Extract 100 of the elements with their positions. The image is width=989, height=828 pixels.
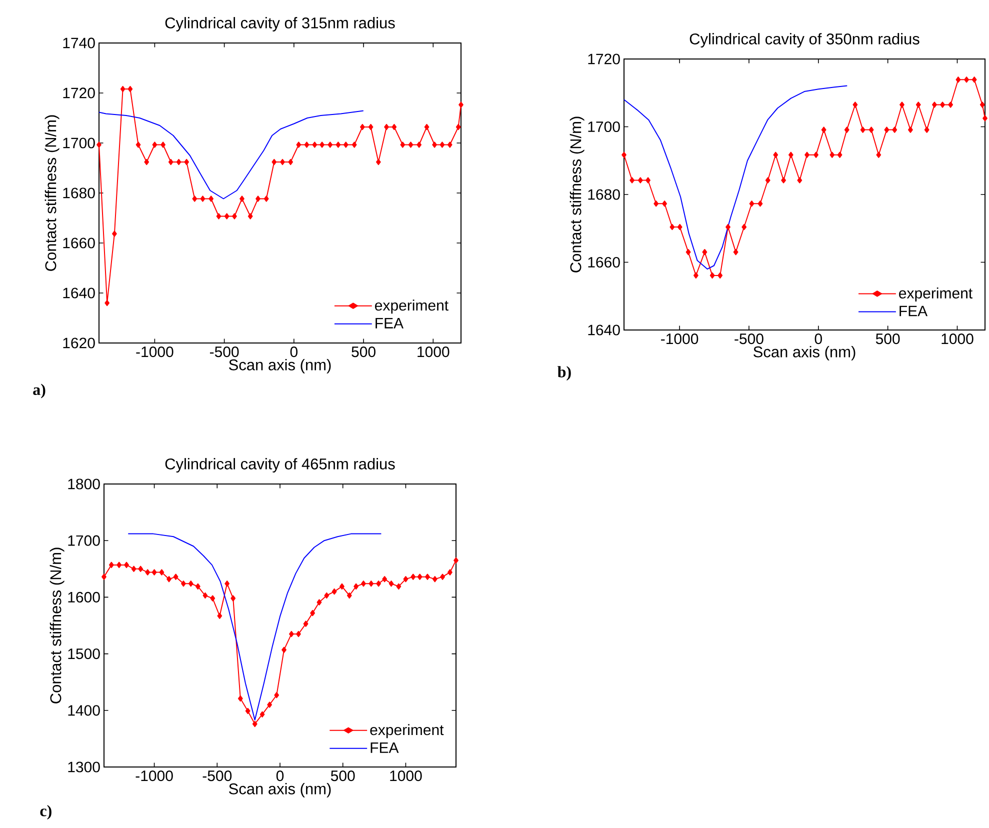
x-tick-label: 0 xyxy=(276,770,284,782)
point xyxy=(982,115,988,122)
point xyxy=(128,86,133,92)
point xyxy=(376,580,382,587)
point xyxy=(440,142,445,148)
point xyxy=(980,102,985,108)
point xyxy=(932,102,937,108)
point xyxy=(152,142,158,148)
point xyxy=(447,142,452,148)
point xyxy=(432,576,438,582)
y-tick-label: 1700 xyxy=(68,535,100,546)
x-tick-label: 1000 xyxy=(390,770,422,782)
point xyxy=(272,158,277,166)
x-axis-title: Scan axis (nm) xyxy=(754,346,856,360)
point xyxy=(654,200,659,207)
point xyxy=(400,142,406,148)
point xyxy=(195,583,200,590)
point xyxy=(256,196,260,202)
point xyxy=(448,569,452,576)
point xyxy=(332,588,337,595)
point xyxy=(860,126,866,133)
y-tick-label: 1700 xyxy=(63,138,95,148)
point xyxy=(742,224,747,230)
point xyxy=(138,566,144,572)
point xyxy=(964,76,969,83)
x-tick-label: -500 xyxy=(202,770,232,782)
y-tick-label: 1700 xyxy=(588,121,620,132)
point xyxy=(408,142,414,148)
chart-title: Cylindrical cavity of 315nm radius xyxy=(165,17,395,32)
text: c) xyxy=(40,805,52,820)
point xyxy=(892,126,898,133)
point xyxy=(388,580,394,587)
point xyxy=(396,583,402,590)
point xyxy=(282,646,286,653)
point xyxy=(184,158,190,166)
x-tick-label: -500 xyxy=(210,346,239,358)
point xyxy=(168,158,174,166)
point xyxy=(188,580,194,587)
y-tick-label: 1600 xyxy=(68,592,100,603)
y-tick-label: 1620 xyxy=(63,338,95,348)
x-tick-label: 0 xyxy=(290,346,298,358)
point xyxy=(264,196,269,202)
x-tick-label: 500 xyxy=(876,334,900,344)
legend-label: FEA xyxy=(370,742,399,753)
y-tick-label: 1400 xyxy=(68,705,100,716)
point xyxy=(900,102,904,108)
point xyxy=(108,562,114,568)
point xyxy=(454,557,458,564)
point xyxy=(781,177,786,184)
y-tick-label: 1680 xyxy=(588,189,620,200)
point xyxy=(868,126,874,133)
point xyxy=(908,126,913,133)
point xyxy=(124,562,129,568)
point xyxy=(758,200,763,207)
x-tick-label: -500 xyxy=(734,334,764,344)
point xyxy=(230,595,236,602)
y-axis-title: Contact stiffness (N/m) xyxy=(50,548,64,704)
point xyxy=(797,177,802,184)
y-tick-label: 1720 xyxy=(588,54,620,64)
point xyxy=(260,711,265,718)
point xyxy=(102,574,106,580)
point xyxy=(844,126,850,133)
y-tick-label: 1640 xyxy=(588,324,620,336)
point xyxy=(916,102,921,108)
point xyxy=(354,583,359,590)
point xyxy=(192,196,198,202)
point xyxy=(112,230,117,237)
legend-label: FEA xyxy=(900,306,928,316)
y-axis-title: Contact stiffness (N/m) xyxy=(44,115,60,271)
x-tick-label: -1000 xyxy=(136,346,174,358)
point xyxy=(310,610,316,616)
point xyxy=(788,152,794,158)
point xyxy=(312,142,318,148)
x-tick-label: 500 xyxy=(352,346,376,358)
x-tick-label: -1000 xyxy=(136,770,173,782)
x-tick-label: 1000 xyxy=(418,346,450,358)
point xyxy=(328,142,333,148)
point xyxy=(837,152,842,158)
point xyxy=(232,213,237,220)
point xyxy=(136,142,141,148)
point xyxy=(804,152,810,158)
point xyxy=(303,620,308,627)
point xyxy=(173,574,178,580)
point xyxy=(224,213,230,220)
point xyxy=(368,580,374,587)
point xyxy=(852,102,858,108)
point xyxy=(876,152,882,158)
point xyxy=(702,248,708,256)
point xyxy=(622,152,626,158)
point xyxy=(176,158,182,166)
point xyxy=(458,102,464,108)
text: a) xyxy=(33,384,46,398)
y-tick-label: 1800 xyxy=(68,478,100,490)
point xyxy=(216,213,222,220)
point xyxy=(288,158,294,166)
point xyxy=(376,158,381,166)
point xyxy=(821,126,826,133)
text: b) xyxy=(558,366,571,381)
point xyxy=(368,124,374,130)
point xyxy=(208,196,214,202)
